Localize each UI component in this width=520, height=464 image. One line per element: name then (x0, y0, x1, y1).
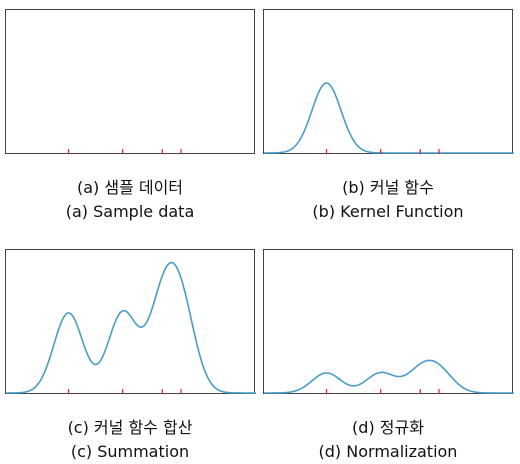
plot-frame-c (5, 249, 256, 394)
plot-a (67, 149, 182, 154)
caption-en-c: (c) Summation (70, 442, 190, 461)
caption-ko-b: (b) 커널 함수 (342, 178, 434, 197)
caption-ko-d: (d) 정규화 (352, 418, 424, 437)
caption-ko-c: (c) 커널 함수 합산 (67, 418, 193, 437)
plot-c (6, 261, 256, 394)
plot-d (264, 359, 514, 394)
kernel-curve (264, 82, 514, 154)
normalized-curve (264, 359, 514, 394)
caption-en-b: (b) Kernel Function (312, 202, 464, 221)
summation-curve (6, 261, 256, 394)
plot-frame-b (263, 9, 514, 154)
caption-ko-a: (a) 샘플 데이터 (76, 178, 184, 197)
plot-frame-d (263, 249, 514, 394)
plot-frame-a (5, 9, 255, 154)
caption-en-a: (a) Sample data (65, 202, 195, 221)
caption-en-d: (d) Normalization (318, 442, 458, 461)
plot-b (264, 82, 514, 154)
